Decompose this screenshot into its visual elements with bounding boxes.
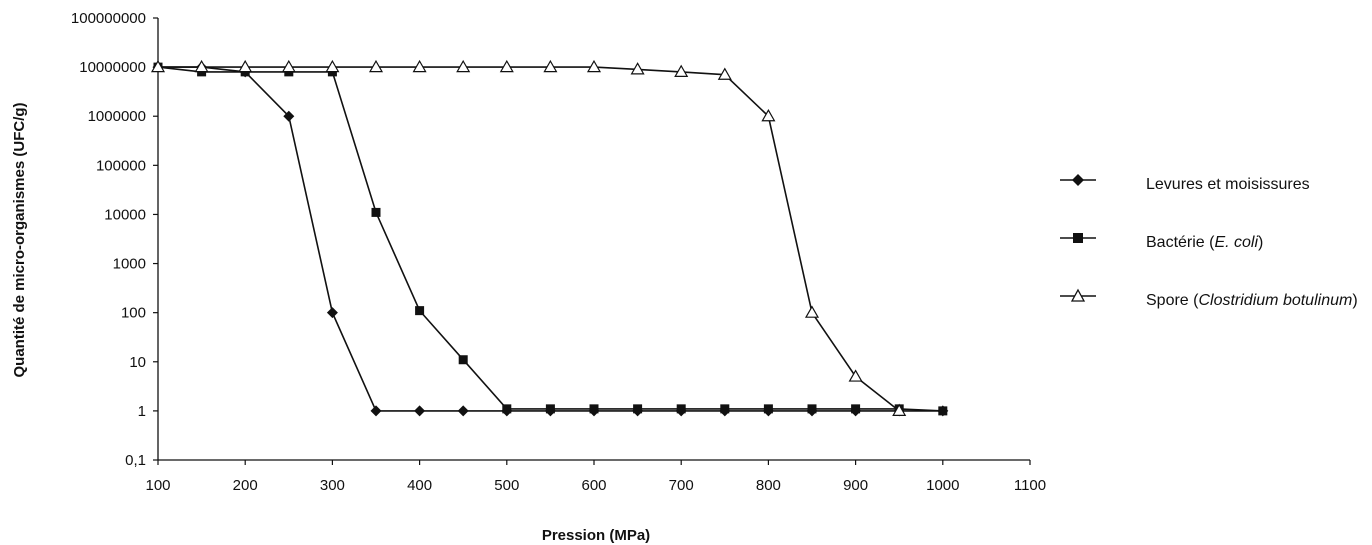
- legend-text-part: ): [1258, 234, 1264, 251]
- y-tick-label: 10000000: [79, 59, 146, 76]
- y-tick-label: 10000: [104, 206, 146, 223]
- data-point-diamond: [326, 307, 338, 319]
- data-point-diamond: [457, 405, 469, 417]
- data-point-triangle: [804, 305, 820, 318]
- data-point-triangle: [543, 59, 558, 73]
- data-point-triangle: [892, 403, 907, 416]
- data-point-square: [633, 404, 643, 414]
- x-tick-label: 800: [756, 477, 781, 494]
- data-point-square: [720, 404, 730, 414]
- data-point-triangle: [325, 59, 340, 73]
- data-point-square: [676, 404, 686, 414]
- x-tick-label: 400: [407, 477, 432, 494]
- x-tick-label: 200: [233, 477, 258, 494]
- legend-text-part: botulinum: [1282, 292, 1353, 309]
- y-tick-label: 1000000: [88, 108, 146, 125]
- y-tick-label: 10: [129, 354, 146, 371]
- legend-label-bacterie: Bactérie (E. coli): [1146, 232, 1263, 254]
- data-point-triangle: [848, 369, 863, 382]
- data-point-triangle: [281, 59, 296, 73]
- legend-label-levures: Levures et moisissures: [1146, 174, 1310, 196]
- data-point-triangle: [412, 59, 427, 73]
- data-point-triangle: [717, 67, 732, 80]
- data-point-diamond: [283, 110, 295, 122]
- legend-text-part: Levures et moisissures: [1146, 176, 1310, 193]
- data-point-diamond: [370, 405, 382, 417]
- y-tick-label: 0,1: [125, 452, 146, 469]
- data-point-triangle: [674, 64, 689, 77]
- data-point-triangle: [499, 59, 514, 73]
- series-line: [157, 66, 943, 412]
- series-layer: [150, 59, 949, 417]
- legend-text-part: ): [1352, 292, 1358, 309]
- x-tick-label: 900: [843, 477, 868, 494]
- data-point-triangle: [238, 59, 253, 73]
- legend-swatch-square: [1060, 233, 1096, 243]
- y-tick-label: 100: [121, 305, 146, 322]
- data-point-square: [545, 404, 555, 414]
- legend-swatch-diamond: [1060, 174, 1096, 186]
- data-point-diamond: [414, 405, 426, 417]
- data-point-square: [807, 404, 817, 414]
- legend-text-part: E. coli: [1214, 234, 1259, 251]
- data-point-square: [458, 355, 468, 365]
- data-point-triangle: [456, 59, 471, 73]
- series-line: [158, 66, 900, 412]
- x-tick-label: 700: [669, 477, 694, 494]
- x-tick-label: 500: [494, 477, 519, 494]
- axes: 0,1 1 10 100 1000 10000 100000 1000000 10000000 1…: [71, 10, 1046, 494]
- legend-text-part: Clostridium: [1198, 292, 1279, 309]
- data-point-square: [763, 404, 773, 414]
- x-axis-title: Pression (MPa): [542, 527, 650, 544]
- legend-swatch-triangle: [1060, 288, 1096, 302]
- y-tick-label: 100000: [96, 157, 146, 174]
- data-point-triangle: [630, 62, 645, 75]
- series-0: [152, 61, 949, 417]
- data-point-triangle: [586, 59, 602, 73]
- x-tick-label: 1100: [1014, 477, 1046, 494]
- legend-item-bacterie: Bactérie (E. coli): [1058, 228, 1358, 268]
- legend-item-spore: Spore (Clostridium botulinum): [1058, 286, 1358, 326]
- data-point-square: [851, 404, 861, 414]
- series-1: [153, 62, 948, 416]
- data-point-square: [589, 404, 599, 414]
- x-tick-label: 100: [145, 477, 170, 494]
- y-tick-label: 100000000: [71, 10, 146, 27]
- data-point-triangle: [761, 109, 776, 122]
- data-point-triangle: [150, 59, 166, 73]
- x-tick-label: 1000: [926, 477, 959, 494]
- legend: Levures et moisissures Bactérie (E. coli…: [1058, 170, 1358, 344]
- x-tick-label: 300: [320, 477, 345, 494]
- x-tick-label: 600: [581, 477, 606, 494]
- data-point-triangle: [368, 59, 384, 73]
- data-point-triangle: [194, 59, 209, 73]
- data-point-square: [371, 207, 381, 217]
- data-point-square: [502, 404, 512, 414]
- legend-label-spore: Spore (Clostridium botulinum): [1146, 290, 1358, 312]
- series-2: [150, 59, 907, 416]
- data-point-square: [415, 306, 425, 316]
- data-point-square: [938, 406, 948, 416]
- series-line: [158, 66, 943, 412]
- legend-text-part: Spore (: [1146, 292, 1199, 309]
- legend-item-levures: Levures et moisissures: [1058, 170, 1358, 210]
- y-axis-title: Quantité de micro-organismes (UFC/g): [11, 102, 28, 377]
- legend-text-part: Bactérie (: [1146, 234, 1215, 251]
- y-tick-label: 1: [138, 403, 146, 420]
- y-tick-label: 1000: [113, 256, 146, 273]
